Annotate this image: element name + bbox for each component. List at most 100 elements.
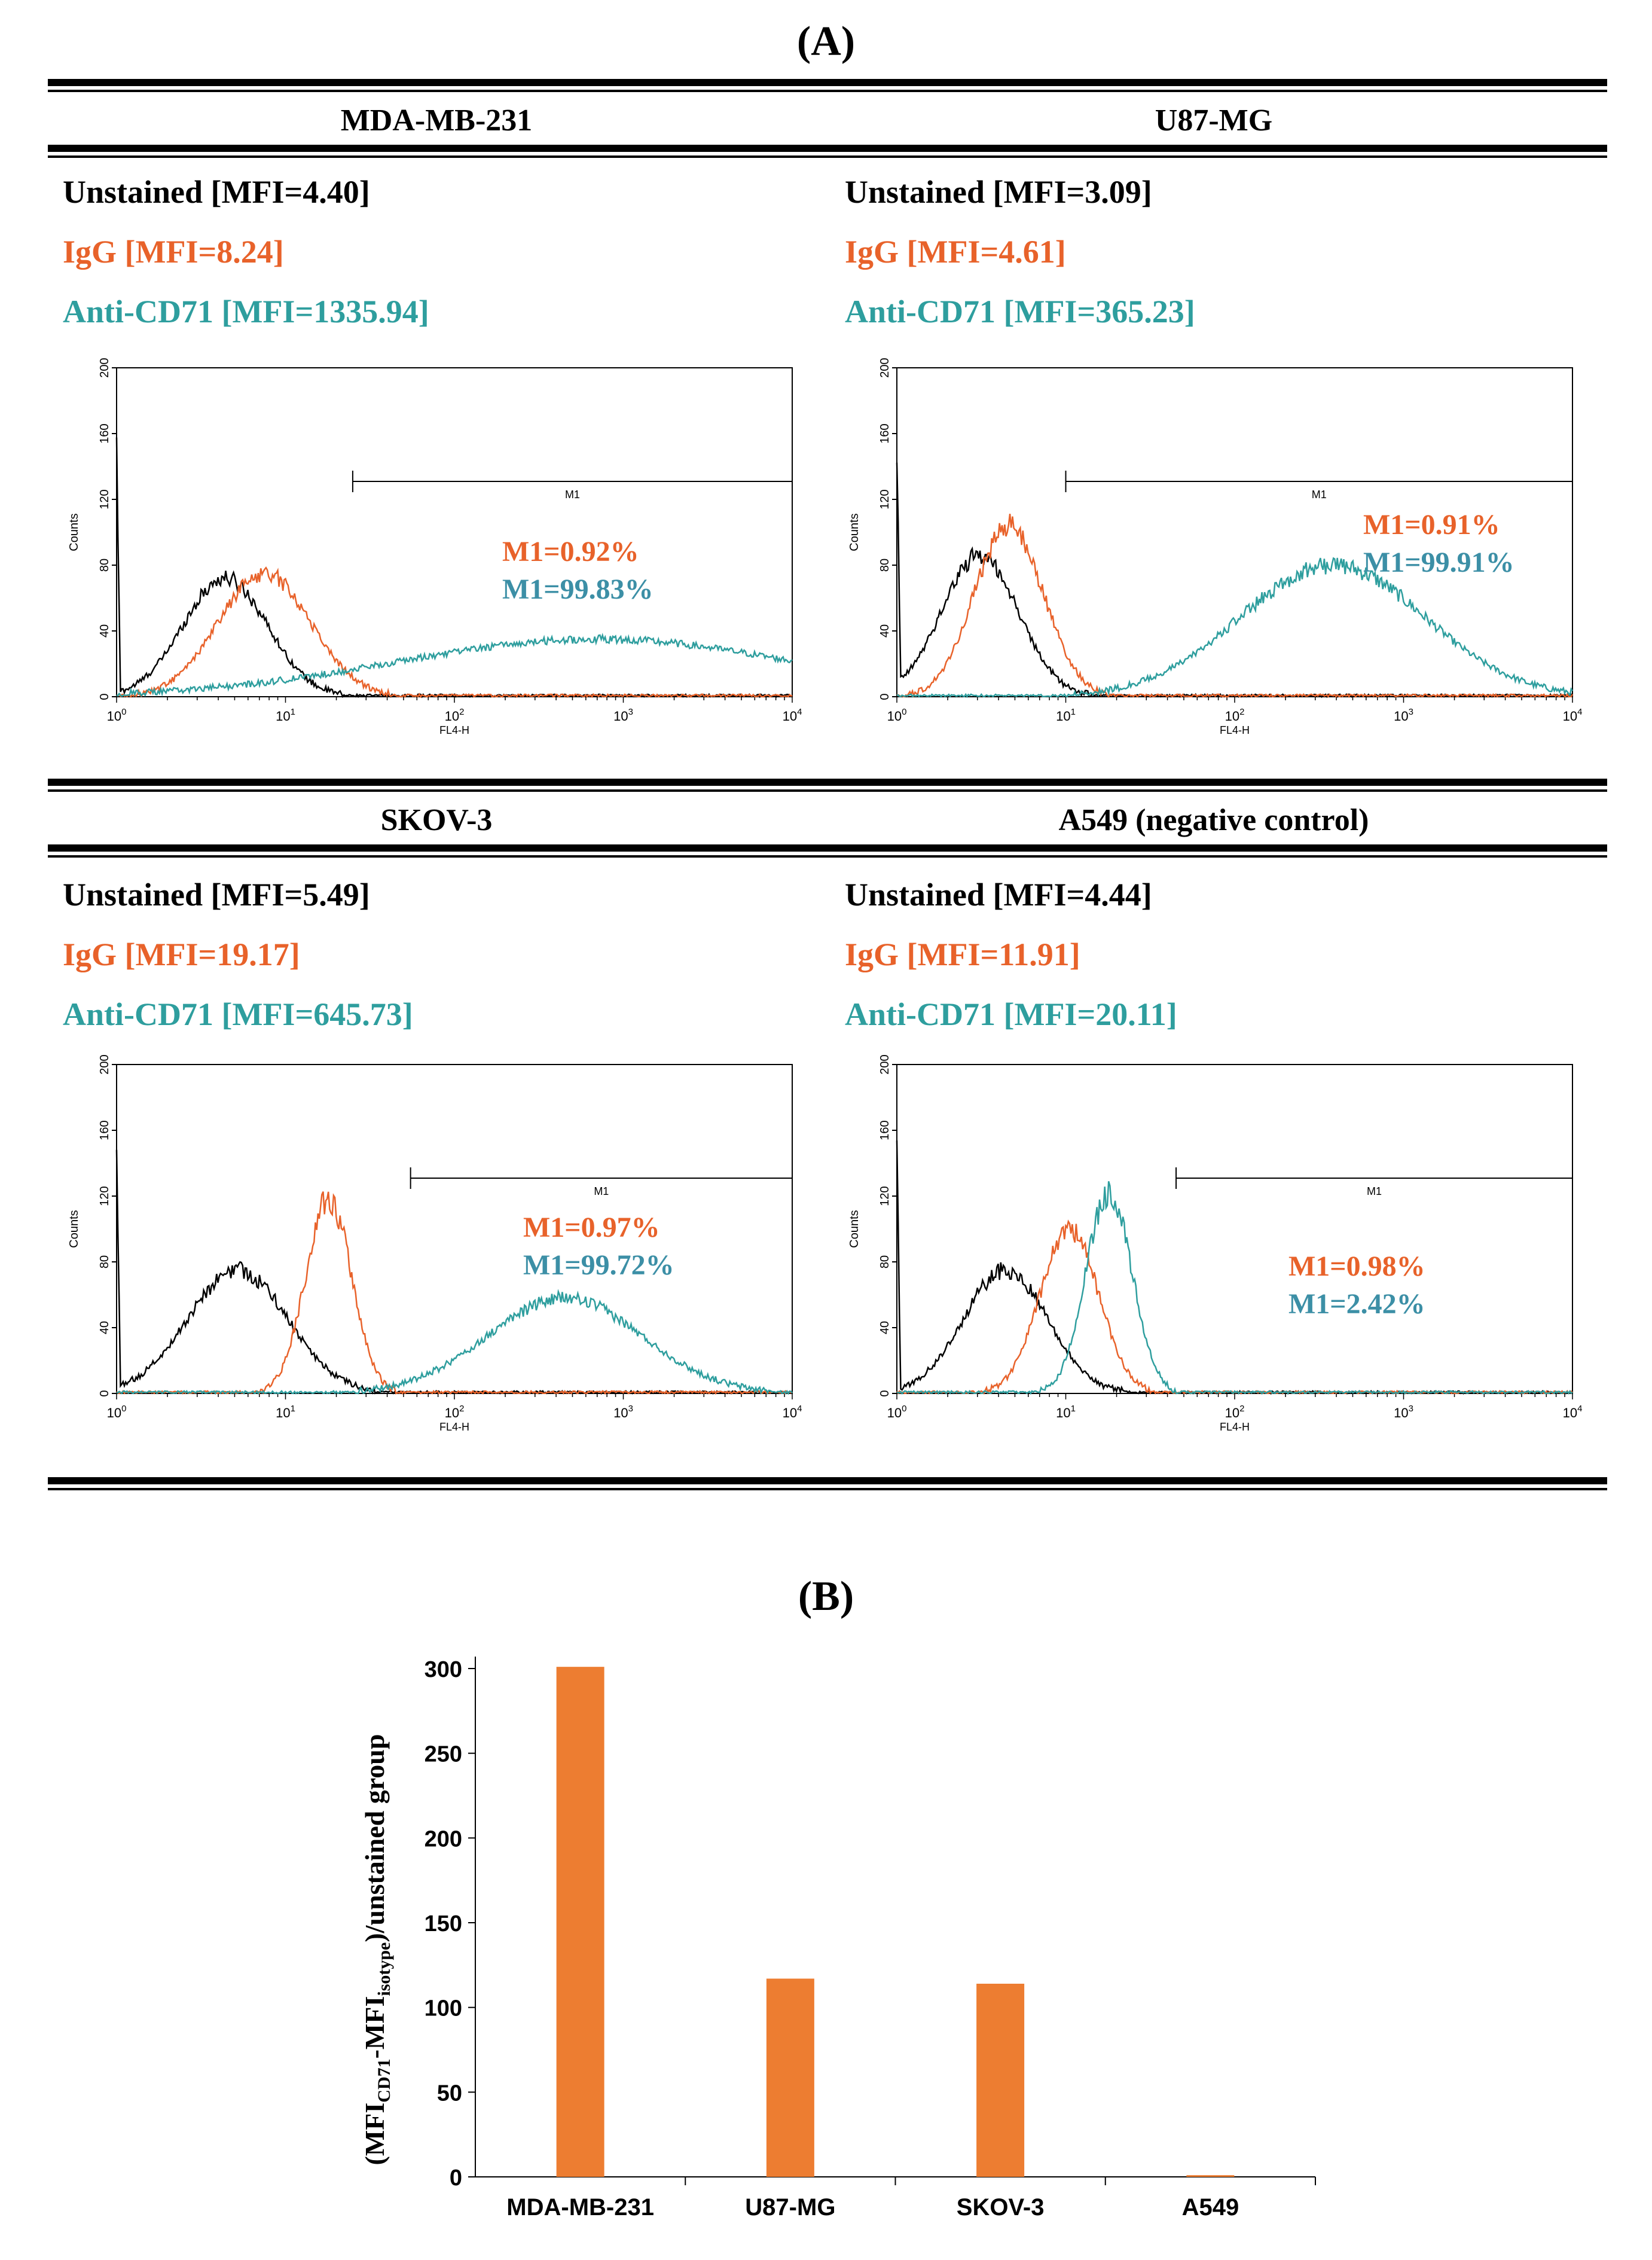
- y-tick-label: 200: [98, 1054, 111, 1074]
- x-axis-label: FL4-H: [1220, 724, 1250, 736]
- bar-chart: 0 50 100 150 200 250 300 MDA-MB-231 U87-MG SKOV-3…: [425, 1657, 1316, 2221]
- x-tick-label: 103: [613, 707, 633, 724]
- legend-unstained-2: Unstained [MFI=3.09]: [845, 174, 1152, 210]
- x-tick-label: 104: [783, 707, 802, 724]
- y-tick-label: 40: [878, 1321, 891, 1334]
- y-tick-label: 0: [878, 1390, 891, 1396]
- panel-b-label: (B): [798, 1573, 854, 1619]
- y-tick-label: 120: [878, 489, 891, 509]
- y-tick-label: 40: [98, 624, 111, 638]
- bar-category-label: A549: [1182, 2194, 1239, 2221]
- cell-title-2: U87-MG: [1155, 103, 1273, 138]
- legend-anti-1: Anti-CD71 [MFI=1335.94]: [63, 294, 429, 330]
- legend-igg-2: IgG [MFI=4.61]: [845, 234, 1066, 270]
- y-tick-label: 160: [878, 1120, 891, 1140]
- igg-curve: [116, 1191, 793, 1395]
- x-tick-label: 103: [1394, 707, 1413, 724]
- y-tick-label: 200: [98, 358, 111, 377]
- x-tick-label: 101: [1056, 707, 1076, 724]
- anti-cd71-curve: [116, 1289, 793, 1395]
- y-tick-label: 80: [98, 1255, 111, 1268]
- legend-unstained-4: Unstained [MFI=4.44]: [845, 877, 1152, 913]
- m1-anti-3: M1=99.72%: [523, 1249, 674, 1281]
- y-label-part-1: (MFI: [359, 2102, 390, 2166]
- m1-gate-label: M1: [1367, 1185, 1382, 1197]
- cell-title-3: SKOV-3: [380, 803, 493, 837]
- m1-anti-2: M1=99.91%: [1363, 547, 1514, 578]
- x-tick-label: 101: [276, 707, 295, 724]
- m1-igg-3: M1=0.97%: [523, 1212, 660, 1243]
- bar-category-label: MDA-MB-231: [506, 2194, 654, 2221]
- y-tick-label: 120: [98, 1186, 111, 1206]
- x-axis-label: FL4-H: [1220, 1421, 1250, 1433]
- rule-bottom-thick: [48, 1477, 1607, 1484]
- rule-row1-header-thin: [48, 155, 1607, 158]
- y-tick-label: 120: [98, 489, 111, 509]
- unstained-curve: [896, 462, 1573, 699]
- y-tick-label: 160: [878, 423, 891, 443]
- m1-anti-4: M1=2.42%: [1288, 1288, 1425, 1320]
- y-axis-label: Counts: [848, 1210, 861, 1248]
- y-tick-label: 0: [878, 693, 891, 700]
- unstained-curve: [115, 1149, 793, 1395]
- x-axis-label: FL4-H: [439, 1421, 469, 1433]
- x-axis-label: FL4-H: [439, 724, 469, 736]
- bar-skov-3: [976, 1984, 1025, 2177]
- x-tick-label: 101: [276, 1404, 295, 1420]
- y-tick-label: 80: [98, 559, 111, 572]
- igg-curve: [896, 514, 1574, 699]
- anti-cd71-curve: [116, 633, 793, 697]
- y-tick-label: 200: [878, 358, 891, 377]
- x-tick-label: 102: [445, 707, 465, 724]
- x-tick-label: 102: [1225, 707, 1245, 724]
- legend-anti-2: Anti-CD71 [MFI=365.23]: [845, 294, 1195, 330]
- y-axis-label: Counts: [848, 513, 861, 551]
- panel-a-label: (A): [796, 19, 856, 65]
- igg-curve: [896, 1219, 1573, 1395]
- x-tick-label: 101: [1056, 1404, 1076, 1420]
- legend-anti-3: Anti-CD71 [MFI=645.73]: [63, 996, 413, 1032]
- igg-curve: [116, 566, 793, 699]
- y-tick-label: 80: [878, 1255, 891, 1268]
- unstained-curve: [115, 437, 793, 699]
- legend-anti-4: Anti-CD71 [MFI=20.11]: [845, 996, 1177, 1032]
- x-tick-label: 104: [1563, 1404, 1583, 1420]
- bar-u87-mg: [766, 1978, 814, 2177]
- x-tick-label: 104: [783, 1404, 802, 1420]
- bar-y-tick-label: 250: [425, 1742, 462, 1767]
- m1-gate-label: M1: [1312, 489, 1327, 501]
- bar-y-tick-label: 50: [437, 2081, 462, 2106]
- histogram-plot-4: 0 40 80 120 160 200 Counts 100 101 102 103 104 FL4-H…: [848, 1054, 1583, 1433]
- y-label-part-2: -MFI: [359, 1996, 390, 2059]
- y-axis-label: Counts: [68, 513, 81, 551]
- y-tick-label: 200: [878, 1054, 891, 1074]
- x-tick-label: 103: [1394, 1404, 1413, 1420]
- legend-unstained-1: Unstained [MFI=4.40]: [63, 174, 370, 210]
- bar-mda-mb-231: [556, 1667, 604, 2177]
- m1-gate-label: M1: [565, 489, 580, 501]
- bar-y-tick-label: 150: [425, 1911, 462, 1936]
- bar-y-tick-label: 0: [450, 2166, 462, 2191]
- bar-y-tick-label: 300: [425, 1657, 462, 1682]
- histogram-plot-3: 0 40 80 120 160 200 Counts 100 101 102 103 104 FL4-H…: [68, 1054, 802, 1433]
- rule-row1-header-thick: [48, 145, 1607, 152]
- bar-category-label: U87-MG: [745, 2194, 835, 2221]
- cell-title-1: MDA-MB-231: [340, 103, 533, 138]
- histogram-plot-1: 0 40 80 120 160 200 Counts 100 101 102 103 104 FL4-H…: [68, 358, 802, 736]
- rule-mid-thick: [48, 779, 1607, 786]
- rule-row2-header-thin: [48, 855, 1607, 858]
- rule-mid-thin: [48, 789, 1607, 792]
- y-tick-label: 40: [98, 1321, 111, 1334]
- bar-y-tick-label: 200: [425, 1826, 462, 1852]
- x-tick-label: 102: [1225, 1404, 1245, 1420]
- plot-frame: [896, 1064, 1573, 1394]
- m1-igg-2: M1=0.91%: [1363, 509, 1500, 541]
- anti-cd71-curve: [897, 557, 1574, 699]
- m1-igg-4: M1=0.98%: [1288, 1251, 1425, 1282]
- m1-gate-label: M1: [594, 1185, 609, 1197]
- rule-row2-header-thick: [48, 844, 1607, 852]
- x-tick-label: 100: [887, 707, 907, 724]
- x-tick-label: 100: [107, 707, 127, 724]
- legend-unstained-3: Unstained [MFI=5.49]: [63, 877, 370, 913]
- y-tick-label: 160: [98, 423, 111, 443]
